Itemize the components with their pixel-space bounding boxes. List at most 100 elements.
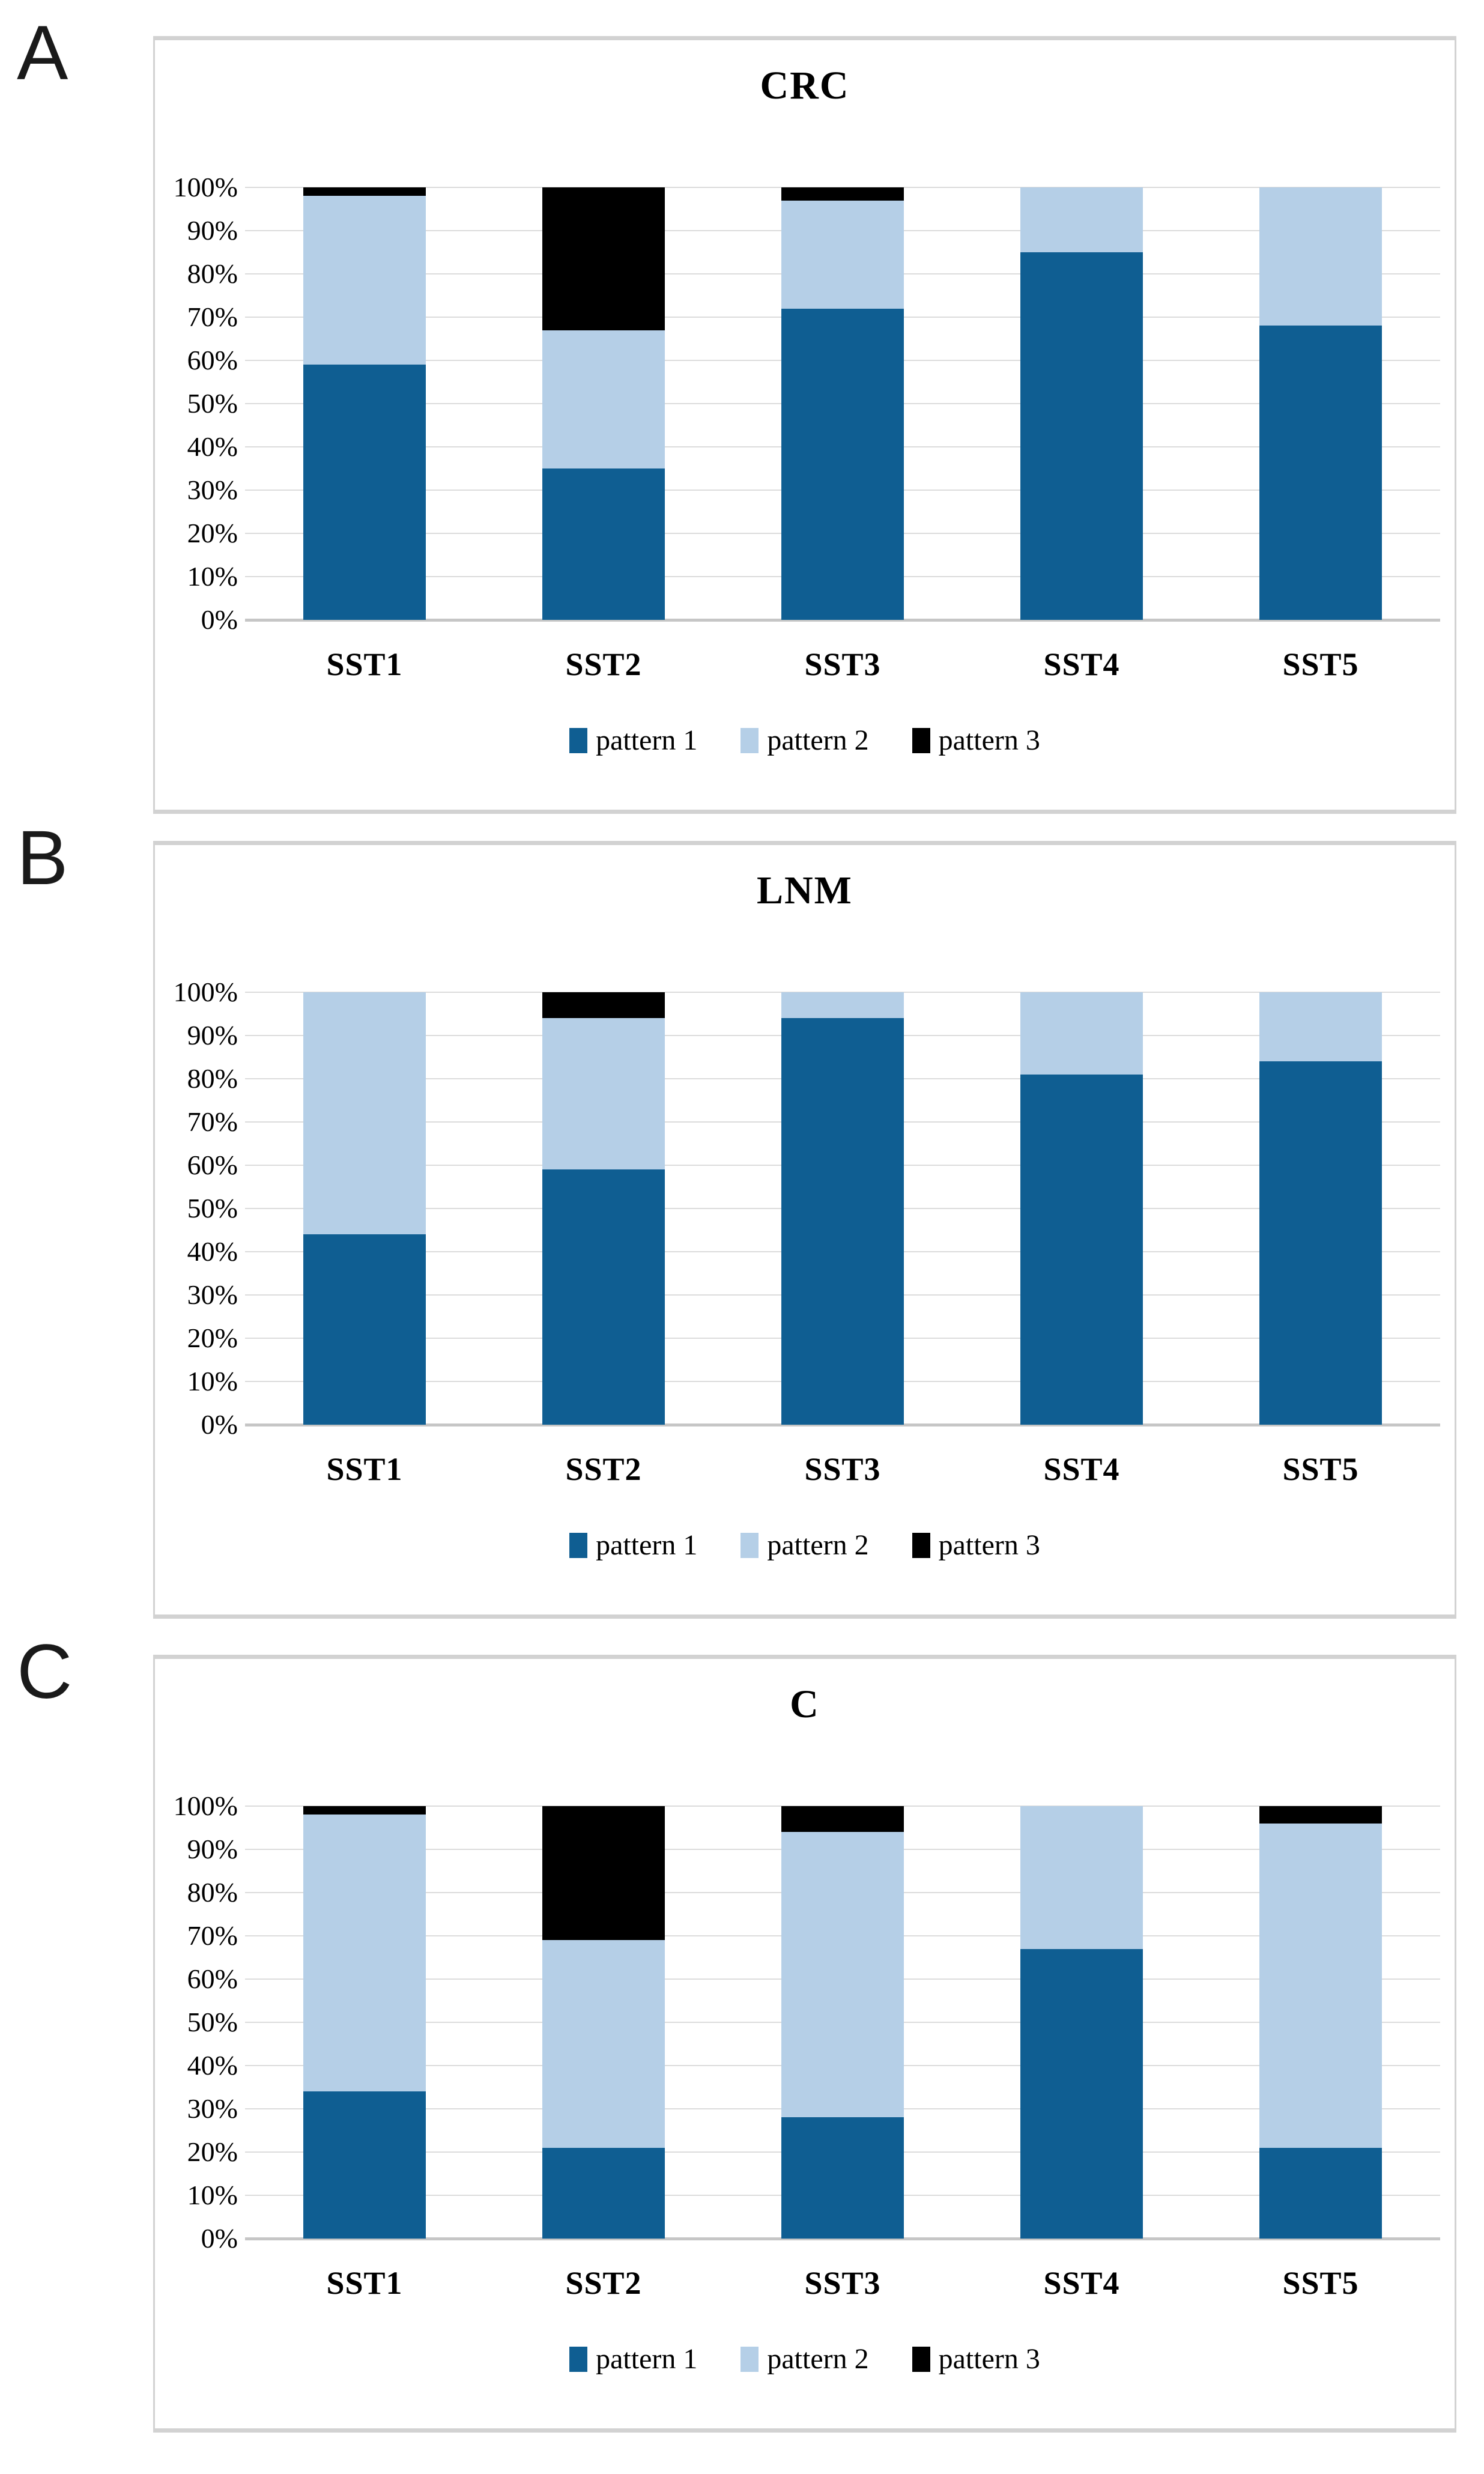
stacked-bar-sst3	[781, 992, 904, 1425]
x-axis-label-sst1: SST1	[326, 2265, 403, 2301]
stacked-bar-sst1	[303, 1806, 426, 2239]
bar-segment-pattern-3	[781, 1806, 904, 1833]
x-axis-label-sst1: SST1	[326, 646, 403, 682]
x-axis-label-sst4: SST4	[1043, 1451, 1120, 1487]
legend-swatch-icon	[912, 727, 930, 753]
y-axis-tick-label: 20%	[187, 518, 238, 548]
legend-label: pattern 1	[596, 724, 698, 756]
y-axis-tick-label: 20%	[187, 1323, 238, 1353]
legend-label: pattern 1	[596, 2343, 698, 2375]
legend-swatch-icon	[569, 1532, 588, 1558]
bar-segment-pattern-1	[1020, 1948, 1143, 2239]
y-axis-tick-label: 40%	[187, 431, 238, 462]
stacked-bar-sst3	[781, 1806, 904, 2239]
bar-segment-pattern-3	[303, 1806, 426, 1815]
y-axis-tick-label: 10%	[187, 2180, 238, 2210]
legend: pattern 1 pattern 2 pattern 3	[155, 724, 1455, 757]
chart-panel-C: C 100% 90% 80% 70% 60% 50% 40% 30% 20% 10% 0% SST1 SS…	[153, 1655, 1456, 2433]
legend-item-pattern-3: pattern 3	[912, 1529, 1040, 1562]
y-axis-tick-label: 70%	[187, 302, 238, 332]
stacked-bar-sst5	[1259, 1806, 1382, 2239]
legend-item-pattern-1: pattern 1	[569, 1529, 697, 1562]
legend-swatch-icon	[740, 1532, 759, 1558]
legend-swatch-icon	[912, 2346, 930, 2372]
bar-segment-pattern-1	[781, 308, 904, 620]
panel-letter-A: A	[17, 10, 68, 96]
plot-area	[245, 992, 1440, 1426]
bar-segment-pattern-2	[542, 1018, 665, 1170]
stacked-bar-sst4	[1020, 992, 1143, 1425]
bar-segment-pattern-2	[303, 992, 426, 1235]
legend-item-pattern-1: pattern 1	[569, 724, 697, 757]
y-axis-tick-label: 50%	[187, 1193, 238, 1223]
bar-segment-pattern-1	[1259, 326, 1382, 620]
y-axis-tick-label: 80%	[187, 258, 238, 289]
bar-segment-pattern-2	[542, 330, 665, 468]
y-axis-tick-label: 40%	[187, 2050, 238, 2081]
x-axis-label-sst2: SST2	[565, 646, 642, 682]
legend-item-pattern-2: pattern 2	[740, 724, 869, 757]
legend-label: pattern 2	[767, 2343, 869, 2375]
stacked-bar-sst2	[542, 187, 665, 620]
bar-segment-pattern-2	[1020, 992, 1143, 1075]
plot-area	[245, 187, 1440, 622]
bar-segment-pattern-1	[542, 2147, 665, 2239]
legend-label: pattern 2	[767, 724, 869, 756]
bar-segment-pattern-1	[1259, 1061, 1382, 1425]
y-axis-tick-label: 60%	[187, 345, 238, 375]
bar-segment-pattern-2	[1020, 187, 1143, 252]
y-axis-tick-label: 0%	[201, 1409, 238, 1440]
legend-item-pattern-2: pattern 2	[740, 2342, 869, 2375]
x-axis-line	[245, 619, 1440, 622]
x-axis-line	[245, 1423, 1440, 1426]
y-axis-tick-label: 30%	[187, 2093, 238, 2124]
bar-segment-pattern-3	[542, 992, 665, 1019]
x-axis-label-sst1: SST1	[326, 1451, 403, 1487]
bar-segment-pattern-1	[781, 2117, 904, 2239]
legend-item-pattern-3: pattern 3	[912, 2342, 1040, 2375]
stacked-bar-sst4	[1020, 1806, 1143, 2239]
legend-swatch-icon	[740, 2346, 759, 2372]
x-axis-label-sst4: SST4	[1043, 2265, 1120, 2301]
stacked-bar-sst4	[1020, 187, 1143, 620]
bar-segment-pattern-1	[542, 468, 665, 620]
bar-segment-pattern-3	[781, 187, 904, 201]
x-axis-label-sst2: SST2	[565, 2265, 642, 2301]
stacked-bar-sst2	[542, 992, 665, 1425]
bar-segment-pattern-1	[542, 1169, 665, 1425]
legend-label: pattern 1	[596, 1529, 698, 1561]
x-axis-label-sst4: SST4	[1043, 646, 1120, 682]
y-axis-tick-label: 60%	[187, 1963, 238, 1994]
bar-segment-pattern-2	[781, 1832, 904, 2118]
legend-label: pattern 3	[938, 724, 1040, 756]
legend-item-pattern-2: pattern 2	[740, 1529, 869, 1562]
bar-segment-pattern-1	[303, 365, 426, 620]
stacked-bar-sst3	[781, 187, 904, 620]
x-axis-label-sst3: SST3	[804, 2265, 881, 2301]
y-axis-tick-label: 100%	[173, 977, 238, 1007]
gridline	[245, 992, 1440, 993]
y-axis-tick-label: 90%	[187, 1020, 238, 1051]
y-axis-tick-label: 70%	[187, 1106, 238, 1137]
stacked-bar-sst1	[303, 187, 426, 620]
bar-segment-pattern-3	[1259, 1806, 1382, 1824]
legend-swatch-icon	[912, 1532, 930, 1558]
legend-item-pattern-1: pattern 1	[569, 2342, 697, 2375]
y-axis-tick-label: 100%	[173, 172, 238, 202]
legend-swatch-icon	[569, 2346, 588, 2372]
chart-title: CRC	[760, 64, 850, 108]
y-axis-tick-label: 40%	[187, 1236, 238, 1267]
chart-panel-A: CRC 100% 90% 80% 70% 60% 50% 40% 30% 20% 10% 0% SST1…	[153, 36, 1456, 814]
chart-title: C	[790, 1682, 820, 1726]
y-axis-tick-label: 80%	[187, 1063, 238, 1094]
x-axis-label-sst3: SST3	[804, 646, 881, 682]
y-axis-tick-label: 90%	[187, 1834, 238, 1864]
bar-segment-pattern-2	[1020, 1806, 1143, 1949]
panel-letter-C: C	[17, 1629, 73, 1715]
chart-panel-B: LNM 100% 90% 80% 70% 60% 50% 40% 30% 20% 10% 0% SST1…	[153, 841, 1456, 1619]
gridline	[245, 187, 1440, 188]
bar-segment-pattern-2	[542, 1940, 665, 2148]
bar-segment-pattern-1	[781, 1018, 904, 1425]
x-axis-label-sst5: SST5	[1282, 1451, 1359, 1487]
y-axis-tick-label: 50%	[187, 2007, 238, 2037]
